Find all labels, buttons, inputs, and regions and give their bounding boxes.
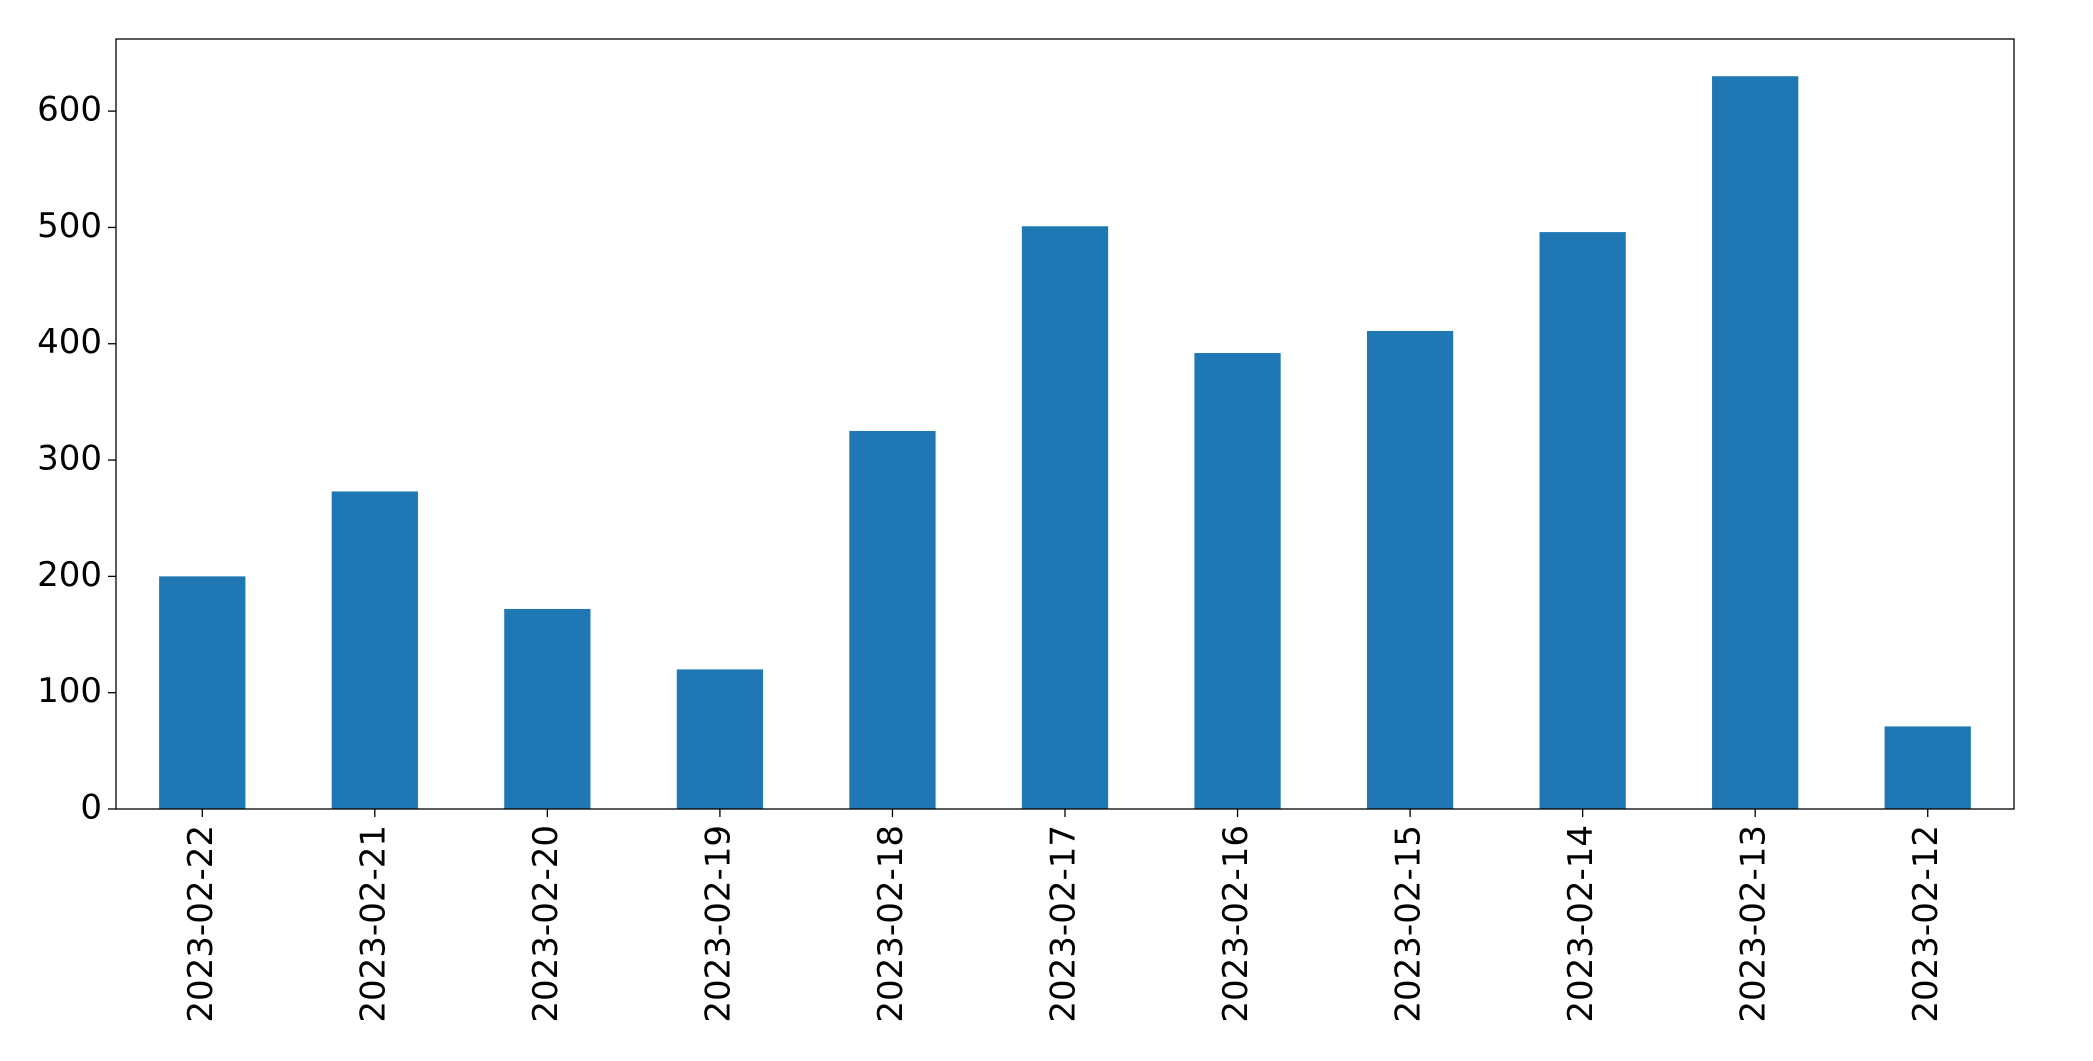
y-tick-label: 400 (37, 322, 102, 362)
x-tick-label: 2023-02-13 (1734, 825, 1774, 1023)
bar (1884, 726, 1971, 809)
y-tick-label: 100 (37, 671, 102, 711)
x-tick-label: 2023-02-20 (526, 825, 566, 1023)
y-tick-label: 0 (80, 788, 102, 828)
bar (676, 669, 764, 809)
x-tick-label: 2023-02-19 (698, 825, 738, 1023)
x-tick-label: 2023-02-12 (1906, 825, 1946, 1023)
y-tick-label: 300 (37, 439, 102, 479)
y-tick-label: 600 (37, 90, 102, 130)
y-tick-label: 500 (37, 206, 102, 246)
plot-frame (115, 38, 2015, 810)
bar (1021, 226, 1109, 809)
bar (331, 491, 418, 809)
x-tick-label: 2023-02-15 (1389, 825, 1429, 1023)
x-tick-label: 2023-02-18 (871, 825, 911, 1023)
y-tick-label: 200 (37, 555, 102, 595)
x-tick-label: 2023-02-17 (1044, 825, 1084, 1023)
bar (1366, 330, 1454, 809)
x-tick-label: 2023-02-14 (1561, 825, 1601, 1023)
x-tick-label: 2023-02-22 (181, 825, 221, 1023)
bar (1539, 232, 1626, 810)
bar (1194, 353, 1281, 809)
bar (504, 608, 591, 809)
bar (1712, 76, 1799, 810)
bar (159, 576, 246, 809)
bar (849, 430, 936, 809)
x-tick-label: 2023-02-21 (353, 825, 393, 1023)
x-tick-label: 2023-02-16 (1216, 825, 1256, 1023)
